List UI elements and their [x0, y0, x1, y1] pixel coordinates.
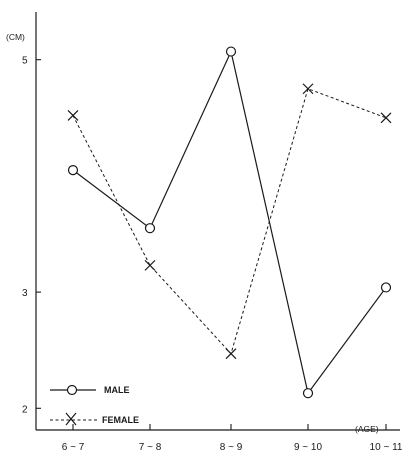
male-point-3 — [302, 388, 314, 399]
female-point-3 — [302, 83, 314, 95]
male-point-0 — [67, 164, 79, 176]
y-tick-label-3: 3 — [22, 288, 28, 299]
male-point-4 — [380, 282, 392, 293]
female-point-1 — [144, 259, 156, 271]
x-tick-label-2: 8 ~ 9 — [220, 442, 243, 453]
x-tick-label-4: 10 ~ 11 — [370, 442, 403, 453]
legend-female-marker — [65, 412, 77, 426]
x-tick-label-1: 7 ~ 8 — [139, 442, 162, 453]
y-tick-label-5: 5 — [22, 56, 28, 67]
female-point-0 — [67, 110, 79, 121]
y-tick-label-2: 2 — [22, 404, 28, 415]
legend: MALE FEMALE — [50, 384, 139, 426]
y-ticks: 2 3 5 — [22, 56, 41, 415]
female-point-4 — [380, 112, 392, 124]
male-point-1 — [144, 223, 156, 234]
y-unit-label: (CM) — [6, 32, 25, 42]
x-tick-label-3: 9 ~ 10 — [294, 442, 323, 453]
series-line-female — [72, 88, 387, 355]
x-unit-label: (AGE) — [355, 424, 379, 434]
legend-female-label: FEMALE — [102, 415, 139, 425]
x-ticks: 6 ~ 7 7 ~ 8 8 ~ 9 9 ~ 10 10 ~ 11 — [62, 424, 403, 453]
male-point-2 — [225, 46, 237, 57]
series-line-male — [72, 49, 387, 395]
x-tick-label-0: 6 ~ 7 — [62, 442, 85, 453]
legend-male-label: MALE — [104, 385, 130, 395]
female-point-2 — [225, 348, 237, 360]
legend-male-marker — [66, 384, 78, 396]
series-layer — [67, 46, 392, 399]
